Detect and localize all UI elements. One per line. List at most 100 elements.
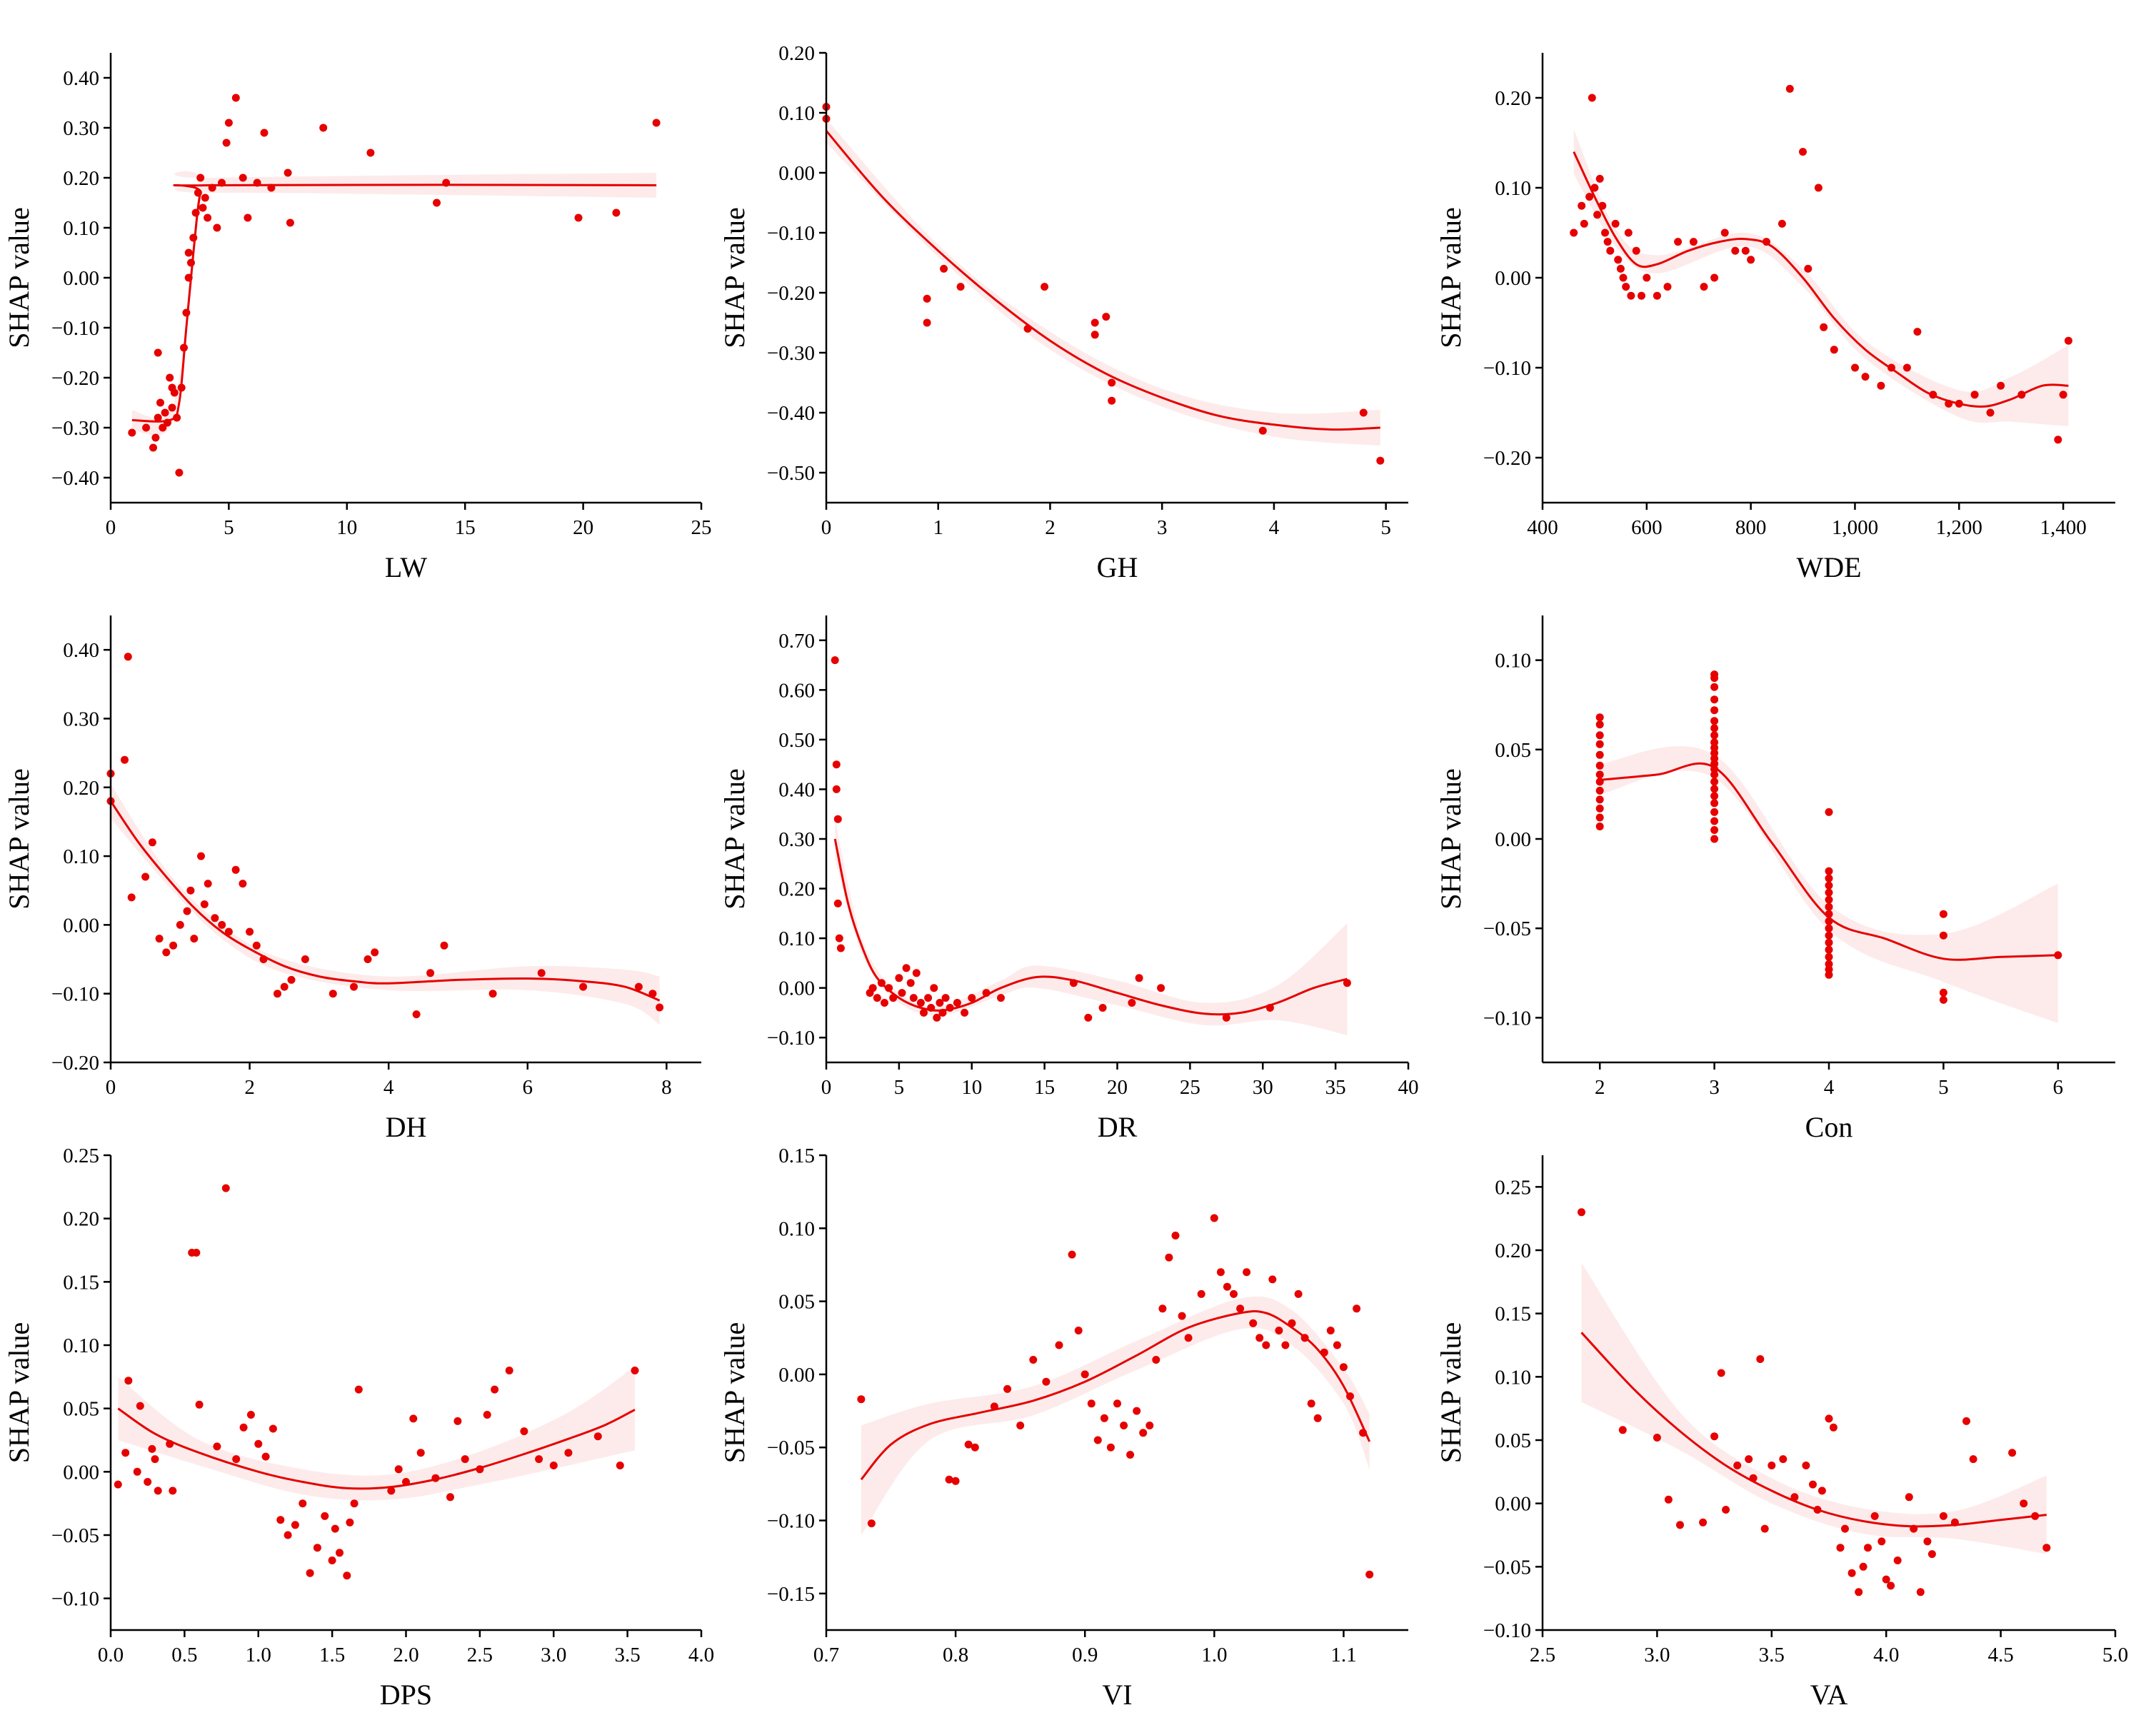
- wde-data-point: [1632, 246, 1640, 255]
- dps-data-point: [446, 1493, 454, 1502]
- dr-y-tick-label: −0.10: [767, 1027, 815, 1050]
- wde-y-tick-label: −0.20: [1483, 447, 1531, 470]
- wde-data-point: [1997, 381, 2005, 390]
- lw-data-point: [161, 408, 169, 417]
- dr-data-point: [831, 656, 839, 665]
- dr-y-tick-label: 0.10: [778, 927, 815, 950]
- wde-data-point: [1710, 273, 1719, 282]
- dh-data-point: [440, 941, 448, 950]
- va-y-tick-label: 0.10: [1495, 1366, 1531, 1389]
- vi-data-point: [1210, 1214, 1218, 1222]
- wde-x-tick-label: 1,200: [1936, 516, 1982, 539]
- vi-data-point: [1093, 1436, 1102, 1444]
- dh-y-tick-label: 0.40: [63, 639, 99, 662]
- dr-data-point: [873, 994, 881, 1002]
- va-data-point: [1847, 1569, 1856, 1577]
- dps-data-point: [321, 1512, 329, 1520]
- dr-data-point: [982, 989, 991, 997]
- panel-lw: 0 5 10 15 20 25 −0.40 −0.30 −0.20 −0.10 0.00 0.10 0.…: [3, 53, 712, 583]
- wde-data-point: [1763, 238, 1770, 246]
- lw-data-point: [154, 348, 162, 357]
- vi-data-point: [1275, 1327, 1283, 1334]
- va-x-tick-label: 3.0: [1644, 1644, 1670, 1666]
- va-x-tick-label: 4.0: [1873, 1644, 1899, 1666]
- lw-data-point: [201, 193, 209, 202]
- gh-data-point: [1376, 456, 1385, 465]
- dps-y-tick-label: −0.10: [51, 1588, 99, 1611]
- dr-y-tick-label: 0.40: [778, 778, 815, 801]
- lw-data-point: [149, 443, 157, 452]
- vi-data-point: [1288, 1319, 1296, 1327]
- gh-y-tick-label: −0.20: [767, 282, 815, 305]
- wde-data-point: [1877, 381, 1885, 390]
- dh-data-point: [301, 955, 309, 963]
- lw-data-point: [199, 203, 207, 212]
- va-data-point: [1836, 1544, 1845, 1552]
- dps-data-point: [239, 1423, 248, 1432]
- vi-data-point: [1320, 1348, 1328, 1357]
- con-data-point: [1825, 945, 1833, 954]
- wde-data-point: [1929, 391, 1937, 399]
- vi-data-point: [1281, 1341, 1290, 1349]
- gh-data-point: [923, 294, 931, 303]
- vi-data-point: [1359, 1429, 1368, 1437]
- va-x-tick-label: 3.5: [1759, 1644, 1785, 1666]
- dh-data-point: [176, 920, 184, 929]
- dps-data-point: [114, 1480, 122, 1489]
- con-data-point: [1595, 731, 1604, 740]
- vi-data-point: [945, 1475, 953, 1484]
- dps-x-tick-label: 2.0: [393, 1644, 418, 1666]
- dh-data-point: [183, 907, 191, 915]
- vi-data-point: [1230, 1289, 1238, 1298]
- gh-fit-line: [825, 130, 1380, 431]
- con-fit-line: [1600, 762, 2058, 961]
- dr-data-point: [835, 934, 843, 942]
- dps-data-point: [483, 1411, 491, 1419]
- con-data-point: [1939, 995, 1947, 1004]
- wde-data-point: [1624, 228, 1633, 237]
- gh-y-axis-title: SHAP value: [718, 207, 751, 348]
- va-data-point: [1809, 1480, 1817, 1489]
- dh-data-point: [141, 872, 150, 881]
- vi-data-point: [1236, 1304, 1245, 1313]
- lw-data-point: [286, 218, 294, 227]
- dps-data-point: [402, 1478, 410, 1486]
- wde-data-point: [1653, 291, 1661, 300]
- va-data-point: [1859, 1562, 1867, 1571]
- dh-data-point: [239, 880, 247, 888]
- dh-x-tick-label: 2: [244, 1076, 255, 1099]
- dh-data-point: [537, 969, 546, 977]
- con-x-tick-label: 5: [1938, 1076, 1949, 1099]
- vi-y-tick-label: 0.05: [778, 1291, 815, 1314]
- con-data-point: [1710, 717, 1719, 725]
- dr-y-axis-title: SHAP value: [718, 768, 751, 909]
- va-y-tick-label: 0.05: [1495, 1429, 1531, 1452]
- dps-data-point: [136, 1402, 144, 1410]
- dps-data-point: [169, 1487, 177, 1495]
- wde-data-point: [1986, 408, 1995, 417]
- con-data-point: [1710, 808, 1719, 816]
- dr-x-tick-label: 10: [961, 1076, 982, 1099]
- dr-y-tick-label: 0.00: [778, 977, 815, 1000]
- lw-data-point: [177, 383, 186, 392]
- dps-data-point: [124, 1377, 133, 1385]
- dr-data-point: [961, 1008, 969, 1017]
- con-data-point: [1595, 740, 1604, 748]
- va-data-point: [1676, 1521, 1684, 1529]
- gh-data-point: [923, 318, 931, 327]
- va-data-point: [2031, 1512, 2040, 1520]
- dh-data-point: [634, 982, 643, 991]
- gh-x-tick-label: 3: [1157, 516, 1168, 539]
- lw-data-point: [218, 178, 226, 187]
- dr-x-tick-label: 35: [1325, 1076, 1346, 1099]
- con-data-point: [1595, 795, 1604, 804]
- vi-fit-line: [860, 1309, 1371, 1481]
- con-data-point: [1595, 778, 1604, 786]
- con-y-axis-title: SHAP value: [1435, 768, 1467, 909]
- vi-x-axis-title: VI: [1102, 1679, 1132, 1711]
- dh-y-tick-label: 0.00: [63, 914, 99, 937]
- vi-data-point: [1055, 1341, 1063, 1349]
- dr-y-tick-label: 0.30: [778, 828, 815, 851]
- va-data-point: [1790, 1493, 1799, 1502]
- dps-data-point: [476, 1465, 484, 1474]
